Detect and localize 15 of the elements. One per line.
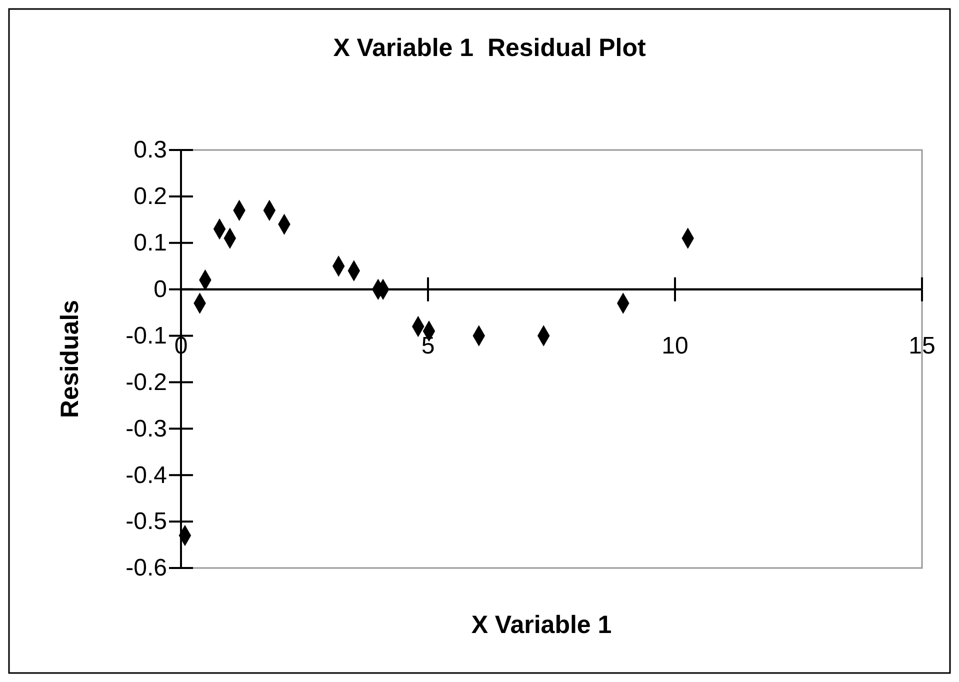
y-tick-label: -0.4 — [126, 462, 167, 489]
y-axis-title: Residuals — [56, 300, 84, 418]
y-tick-label: 0.3 — [134, 136, 167, 164]
y-tick-label: -0.2 — [126, 368, 167, 396]
chart-title: X Variable 1 Residual Plot — [333, 34, 646, 62]
x-axis-title: X Variable 1 — [471, 611, 612, 639]
y-tick-label: -0.6 — [126, 554, 167, 582]
y-tick-label: 0.2 — [134, 183, 167, 210]
x-tick-label: 10 — [662, 332, 688, 360]
y-tick-label: -0.1 — [126, 322, 167, 350]
y-tick-label: 0.1 — [134, 230, 167, 257]
x-tick-label: 15 — [908, 332, 936, 360]
y-tick-label: 0 — [154, 276, 167, 304]
y-tick-label: -0.3 — [126, 415, 167, 442]
y-tick-label: -0.5 — [126, 508, 167, 536]
